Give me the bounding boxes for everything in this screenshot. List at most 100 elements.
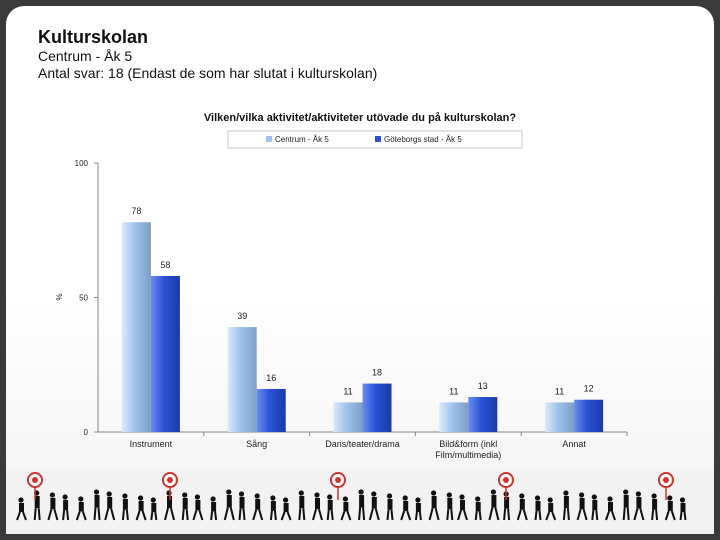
figure-head <box>194 494 200 500</box>
figure-body <box>94 495 100 508</box>
figure-body <box>122 499 128 510</box>
figure-head <box>402 495 408 501</box>
response-count: Antal svar: 18 (Endast de som har slutat… <box>38 65 378 81</box>
data-label: 58 <box>160 260 170 270</box>
bar <box>545 402 575 432</box>
figure-head <box>18 497 24 503</box>
figure-head <box>283 497 289 503</box>
figure-head <box>446 492 452 498</box>
figure-head <box>623 489 629 495</box>
category-labels: Instrument Sång Dans/teater/drama Bild&form… <box>130 439 587 460</box>
figure-leg <box>683 511 687 521</box>
figure-leg <box>463 510 468 521</box>
figure-body <box>167 496 172 509</box>
figure-head <box>327 494 333 500</box>
figure-leg <box>286 511 292 521</box>
figure-leg <box>214 511 218 521</box>
bar <box>150 275 180 432</box>
figure-head <box>547 497 553 503</box>
figure-head <box>314 492 320 498</box>
figure-body <box>460 500 465 511</box>
figure-leg <box>110 508 116 521</box>
figure-head <box>138 495 144 501</box>
figure-leg <box>53 508 59 521</box>
figure-leg <box>400 510 406 521</box>
figure-body <box>563 496 569 509</box>
figure-head <box>166 490 172 496</box>
figure-leg <box>591 510 595 521</box>
decorative-footer <box>6 470 714 534</box>
figure-leg <box>474 511 478 521</box>
figure-head <box>635 491 642 497</box>
figure-body <box>636 497 642 509</box>
figure-leg <box>154 511 158 521</box>
figure-leg <box>418 511 422 521</box>
figure-leg <box>302 508 306 521</box>
figure-head <box>667 495 673 501</box>
figure-body <box>315 498 320 510</box>
figure-leg <box>280 511 286 521</box>
figure-leg <box>605 511 610 521</box>
figure-leg <box>639 508 645 521</box>
data-label: 11 <box>555 386 564 396</box>
figure-leg <box>81 511 87 521</box>
figure-head <box>106 491 112 497</box>
figure-leg <box>503 508 507 521</box>
figure-leg <box>242 508 246 521</box>
figure-head <box>607 496 613 502</box>
figure-body <box>680 503 686 512</box>
figure-body <box>138 501 144 511</box>
figure-leg <box>368 508 374 521</box>
figure-body <box>327 500 333 511</box>
figure-head <box>431 490 437 496</box>
bar <box>227 327 257 432</box>
figure-leg <box>62 510 66 521</box>
figure-leg <box>198 510 204 521</box>
figure-head <box>475 496 481 502</box>
legend-swatch <box>375 136 381 142</box>
figure-leg <box>269 510 273 521</box>
figure-head <box>386 493 393 499</box>
figure-leg <box>538 510 542 521</box>
page-title: Kulturskolan <box>38 27 149 47</box>
figure-body <box>519 499 525 510</box>
figure-body <box>107 497 113 509</box>
y-tick-label: 50 <box>79 294 88 303</box>
figure-body <box>226 495 232 508</box>
bar <box>333 402 363 432</box>
figure-leg <box>507 508 511 521</box>
figure-leg <box>622 507 626 521</box>
x-tick-label: Bild&form (inkl <box>439 439 497 449</box>
figure-body <box>475 502 481 512</box>
data-label: 11 <box>343 386 352 396</box>
figure-body <box>299 496 305 509</box>
figure-body <box>579 498 585 510</box>
figure-body <box>387 499 393 510</box>
figure-body <box>343 502 349 512</box>
figure-leg <box>252 509 258 521</box>
figure-body <box>415 503 421 512</box>
bar <box>362 383 392 432</box>
figure-leg <box>414 511 418 521</box>
figure-leg <box>670 510 676 521</box>
figure-leg <box>611 511 616 521</box>
figure-leg <box>185 509 189 521</box>
figure-leg <box>488 507 494 521</box>
figure-head <box>210 496 216 502</box>
figure-leg <box>655 509 659 521</box>
bar <box>256 388 286 432</box>
figure-leg <box>374 508 380 521</box>
data-label: 12 <box>584 384 594 394</box>
figure-head <box>238 491 245 497</box>
page-subtitle: Centrum - Åk 5 <box>38 48 133 64</box>
figure-head <box>93 489 100 495</box>
bar <box>121 222 151 432</box>
figure-leg <box>22 511 27 521</box>
figure-leg <box>664 510 670 521</box>
figure-leg <box>633 508 639 521</box>
data-labels: 78 58 39 16 11 18 11 13 11 12 <box>131 206 593 396</box>
figure-head <box>150 497 156 503</box>
figure-head <box>298 490 304 496</box>
figure-body <box>63 500 69 511</box>
figure-leg <box>181 509 185 521</box>
